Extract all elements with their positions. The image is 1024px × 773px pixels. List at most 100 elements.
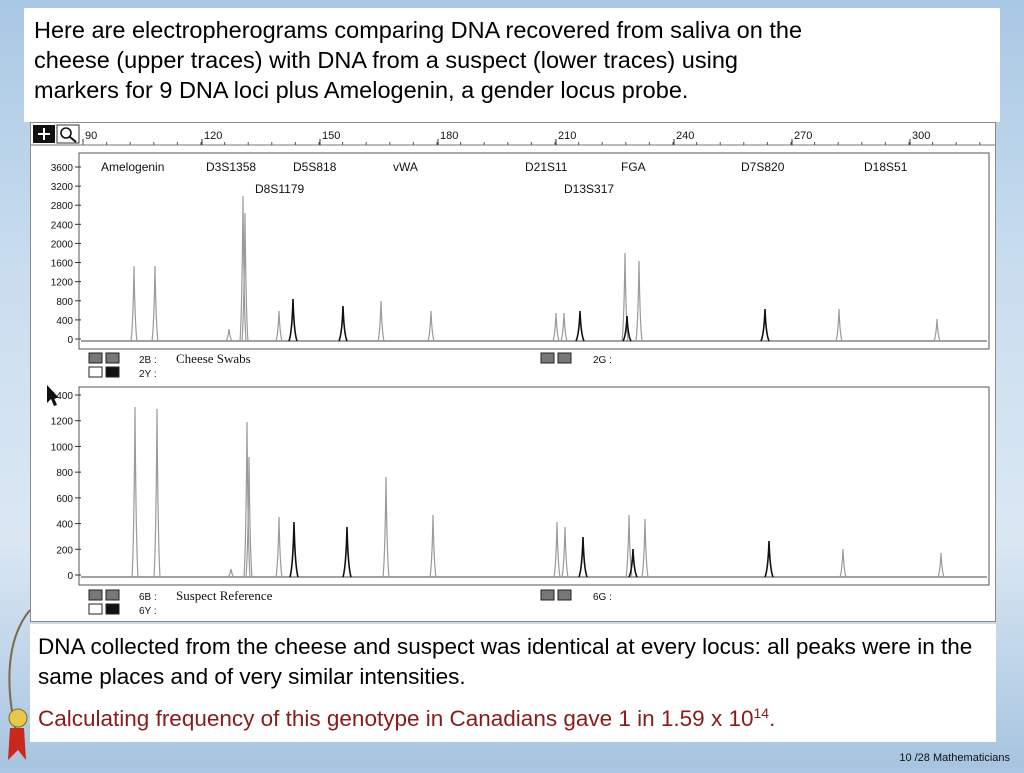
trace-peak [760,308,770,342]
y-tick-label: 400 [56,520,73,531]
electropherogram-window: 90 120 150 180 210 240 270 300 3600 3200 2800 2400… [30,122,996,622]
y-tick-label: 1400 [51,391,74,402]
scale-tick-label: 150 [322,130,340,142]
y-tick-label: 0 [67,571,73,582]
y-tick-label: 800 [56,297,73,308]
cheese-trace-panel: 3600 3200 2800 2400 2000 1600 1200 800 400 0 Amel… [51,152,990,350]
locus-label-d7s820: D7S820 [741,160,785,174]
size-scale: 90 120 150 180 210 240 270 300 [82,130,981,145]
trace-peak [275,516,283,578]
lane-code-6y: 6Y : [139,606,157,617]
caption-exponent: 14 [753,705,770,721]
trace-peak [338,305,348,342]
trace-peak [225,328,233,342]
lane-code-6b: 6B : [139,592,157,603]
lane-code-6g: 6G : [593,592,612,603]
lane-name-suspect-reference: Suspect Reference [176,588,273,603]
y-tick-label: 2400 [51,220,74,231]
scale-tick-label: 90 [85,130,97,142]
lane-code-2b: 2B : [139,355,157,366]
trace-peak [382,476,390,578]
trace-peak [243,421,251,578]
suspect-trace-panel: 1400 1200 1000 800 600 400 200 0 [47,385,990,586]
trace-peak [153,408,161,578]
trace-peak [289,521,299,578]
lane-name-cheese-swabs: Cheese Swabs [176,351,251,366]
y-tick-label: 600 [56,494,73,505]
intro-line-1: Here are electropherograms comparing DNA… [34,17,803,43]
locus-label-d3s1358: D3S1358 [206,160,256,174]
trace-peak [553,521,561,578]
trace-peak [552,312,560,342]
locus-label-d18s51: D18S51 [864,160,908,174]
slide-decoration [0,600,40,768]
trace-peak [839,548,847,578]
y-tick-label: 1000 [51,442,74,453]
trace-peak [227,568,235,578]
trace-peak [342,526,352,578]
caption-line-1: DNA collected from the cheese and suspec… [38,634,973,689]
y-tick-label: 400 [56,316,73,327]
lane-code-2y: 2Y : [139,369,157,380]
intro-line-3: markers for 9 DNA loci plus Amelogenin, … [34,77,689,103]
caption-line-2-end: . [769,706,776,731]
trace-peak [835,308,843,342]
locus-label-amelogenin: Amelogenin [101,160,164,174]
scale-tick-label: 240 [676,130,694,142]
y-tick-label: 800 [56,468,73,479]
cheese-lane-legend: 2B : Cheese Swabs 2Y : 2G : [88,351,612,380]
y-tick-label: 3200 [51,182,74,193]
scale-tick-label: 300 [912,130,930,142]
intro-text-box: Here are electropherograms comparing DNA… [24,8,1000,122]
y-tick-label: 1200 [51,417,74,428]
locus-label-d13s317: D13S317 [564,182,614,196]
trace-peak [427,310,435,342]
trace-peak [764,540,774,578]
y-tick-label: 200 [56,545,73,556]
caption-line-2: Calculating frequency of this genotype i… [38,698,988,734]
trace-peak [241,212,249,342]
trace-peak [239,195,247,342]
scale-tick-label: 270 [794,130,812,142]
y-tick-label: 1600 [51,259,74,270]
trace-peak [245,456,253,578]
trace-peak [622,315,632,342]
slide-footer: 10 /28 Mathematicians [899,752,1010,764]
y-tick-label: 1200 [51,278,74,289]
trace-peak [628,548,638,578]
trace-peak [151,265,159,342]
intro-line-2: cheese (upper traces) with DNA from a su… [34,47,738,73]
trace-peak [377,300,385,342]
trace-peak [131,406,139,578]
zoom-button[interactable] [56,124,80,144]
trace-peak [575,310,585,342]
y-tick-label: 2000 [51,239,74,250]
trace-peak [937,552,945,578]
trace-peak [130,265,138,342]
locus-label-d5s818: D5S818 [293,160,337,174]
suspect-lane-legend: 6B : Suspect Reference 6Y : 6G : [88,588,612,617]
y-tick-label: 2800 [51,201,74,212]
locus-label-vwa: vWA [393,160,418,174]
y-tick-label: 3600 [51,163,74,174]
trace-peak [288,298,298,342]
trace-peak [641,518,649,578]
scale-tick-label: 120 [204,130,222,142]
y-tick-label: 0 [67,335,73,346]
trace-peak [635,260,643,342]
add-trace-button[interactable] [33,125,55,143]
caption-text-box: DNA collected from the cheese and suspec… [30,624,996,742]
trace-peak [560,312,568,342]
trace-peak [561,526,569,578]
locus-label-d8s1179: D8S1179 [255,182,304,196]
caption-line-2-text: Calculating frequency of this genotype i… [38,706,754,731]
trace-peak [933,318,941,342]
lane-code-2g: 2G : [593,355,612,366]
trace-peak [429,514,437,578]
scale-tick-label: 210 [558,130,576,142]
locus-label-fga: FGA [621,160,646,174]
trace-peak [578,536,588,578]
trace-peak [275,310,283,342]
cursor-arrow-icon [47,385,59,406]
scale-tick-label: 180 [440,130,458,142]
